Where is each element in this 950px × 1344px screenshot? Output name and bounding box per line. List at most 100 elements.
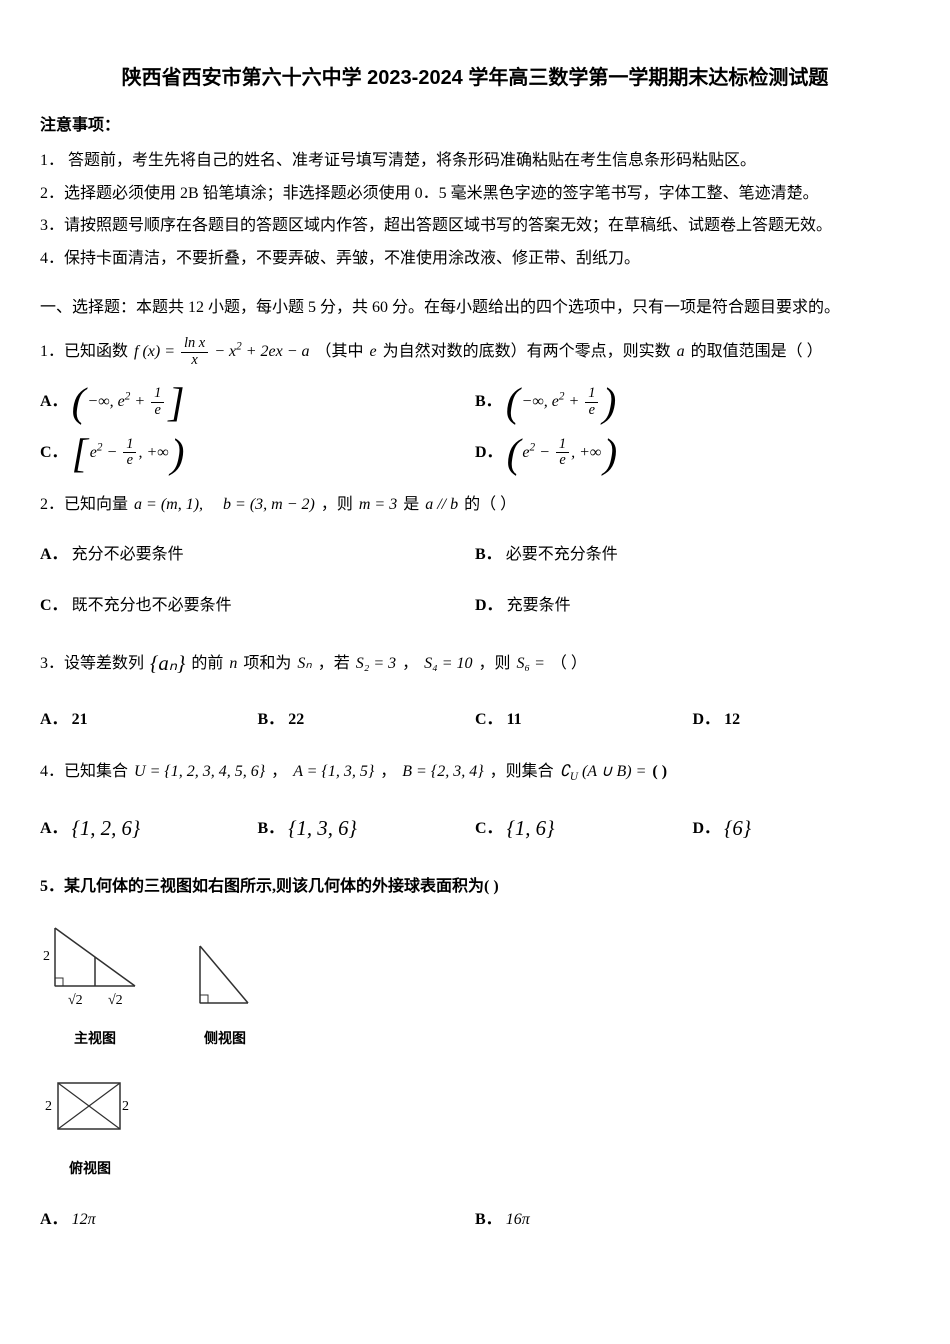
q3-s2: S₂ = 3 xyxy=(356,645,396,683)
q3-opt-b-text: 22 xyxy=(288,711,304,728)
q5-opt-a-label: A． xyxy=(40,1201,68,1239)
q1-opt-d-content: ( e2 − 1e, +∞ ) xyxy=(507,434,618,472)
q2-mid1: ，则 xyxy=(321,486,353,524)
q3-opt-c-text: 11 xyxy=(507,711,522,728)
q4-opt-b-val: {1, 3, 6} xyxy=(288,804,357,854)
q2-opt-b: B． 必要不充分条件 xyxy=(475,536,910,574)
notice-1: 1． 答题前，考生先将自己的姓名、准考证号填写清楚，将条形码准确粘贴在考生信息条… xyxy=(40,147,910,176)
q3-opt-b: B． 22 xyxy=(258,701,476,739)
q3-opt-d-text: 12 xyxy=(724,711,740,728)
q4-opt-d-val: {6} xyxy=(724,804,751,854)
q1-opt-a-label: A． xyxy=(40,383,68,421)
q3-an: {aₙ} xyxy=(150,639,185,689)
top-view-label: 俯视图 xyxy=(69,1152,111,1186)
svg-text:2: 2 xyxy=(122,1099,129,1114)
q4-prefix: 4．已知集合 xyxy=(40,753,128,791)
q1-opt-b: B． ( −∞, e2 + 1e ) xyxy=(475,383,910,421)
section-intro: 一、选择题：本题共 12 小题，每小题 5 分，共 60 分。在每小题给出的四个… xyxy=(40,294,910,323)
q1-opt-c-label: C． xyxy=(40,434,68,472)
q4-opt-c: C． {1, 6} xyxy=(475,804,693,854)
q5-opt-a: A． 12π xyxy=(40,1201,475,1239)
side-view-label: 侧视图 xyxy=(204,1022,246,1056)
q2-opt-b-text: 必要不充分条件 xyxy=(506,536,618,574)
q4-suffix: ( ) xyxy=(652,763,667,780)
svg-text:√2: √2 xyxy=(108,993,123,1008)
q1-suffix1: （其中 xyxy=(316,333,364,371)
q2-opt-a: A． 充分不必要条件 xyxy=(40,536,475,574)
q4-opt-b-label: B． xyxy=(258,810,285,848)
q5-opt-a-val: 12π xyxy=(72,1201,96,1239)
q4-expr: ∁U (A ∪ B) = xyxy=(560,753,647,791)
q5-front-view: 2 √2 √2 主视图 xyxy=(40,918,150,1056)
q4-a: A = {1, 3, 5} xyxy=(293,753,374,791)
q4-opt-d-label: D． xyxy=(693,810,721,848)
q5-top-view: 2 2 俯视图 xyxy=(40,1068,140,1186)
q4-opt-a-label: A． xyxy=(40,810,68,848)
q3-prefix: 3．设等差数列 xyxy=(40,645,144,683)
question-1: 1．已知函数 f (x) = ln xx − x2 + 2ex − a （其中e… xyxy=(40,333,910,472)
q3-sn: Sₙ xyxy=(297,645,311,683)
q1-e: e xyxy=(370,333,377,371)
notice-4: 4．保持卡面清洁，不要折叠，不要弄破、弄皱，不准使用涂改液、修正带、刮纸刀。 xyxy=(40,245,910,274)
q3-comma: ， xyxy=(402,645,418,683)
q1-opt-b-label: B． xyxy=(475,383,502,421)
q1-opt-a-content: ( −∞, e2 + 1e ] xyxy=(72,383,185,421)
q3-mid2: 项和为 xyxy=(243,645,291,683)
q2-opt-c-label: C． xyxy=(40,587,68,625)
q2-prefix: 2．已知向量 xyxy=(40,486,128,524)
q5-opt-b-val: 16π xyxy=(506,1201,530,1239)
front-view-label: 主视图 xyxy=(74,1022,116,1056)
svg-text:2: 2 xyxy=(45,1099,52,1114)
q1-opt-a: A． ( −∞, e2 + 1e ] xyxy=(40,383,475,421)
q3-mid4: ，则 xyxy=(479,645,511,683)
q1-fx: f (x) = ln xx − x2 + 2ex − a xyxy=(134,333,309,371)
q3-s4: S₄ = 10 xyxy=(424,645,472,683)
q3-n: n xyxy=(229,645,237,683)
notice-header: 注意事项： xyxy=(40,112,910,141)
q4-opt-c-label: C． xyxy=(475,810,503,848)
q3-opt-c-label: C． xyxy=(475,701,503,739)
q2-ab: a // b xyxy=(425,486,458,524)
q2-b: b = (3, m − 2) xyxy=(223,486,315,524)
q1-opt-d-label: D． xyxy=(475,434,503,472)
q1-opt-d: D． ( e2 − 1e, +∞ ) xyxy=(475,434,910,472)
q1-suffix3: 的取值范围是（ ） xyxy=(691,333,823,371)
q4-opt-b: B． {1, 3, 6} xyxy=(258,804,476,854)
question-5: 5．某几何体的三视图如右图所示,则该几何体的外接球表面积为( ) 2 √2 √2… xyxy=(40,868,910,1240)
notice-3: 3．请按照题号顺序在各题目的答题区域内作答，超出答题区域书写的答案无效；在草稿纸… xyxy=(40,212,910,241)
q4-opt-d: D． {6} xyxy=(693,804,911,854)
q2-opt-a-text: 充分不必要条件 xyxy=(72,536,184,574)
q3-opt-a: A． 21 xyxy=(40,701,258,739)
q2-mid2: 是 xyxy=(403,486,419,524)
q2-opt-d: D． 充要条件 xyxy=(475,587,910,625)
front-view-svg: 2 √2 √2 xyxy=(40,918,150,1018)
q1-suffix2: 为自然对数的底数）有两个零点，则实数 xyxy=(383,333,671,371)
q4-opt-c-val: {1, 6} xyxy=(507,804,555,854)
q2-opt-c-text: 既不充分也不必要条件 xyxy=(72,587,232,625)
page-title: 陕西省西安市第六十六中学 2023-2024 学年高三数学第一学期期末达标检测试… xyxy=(40,60,910,96)
q4-b: B = {2, 3, 4} xyxy=(402,753,483,791)
svg-text:√2: √2 xyxy=(68,993,83,1008)
q3-opt-c: C． 11 xyxy=(475,701,693,739)
notice-2: 2．选择题必须使用 2B 铅笔填涂；非选择题必须使用 0．5 毫米黑色字迹的签字… xyxy=(40,180,910,209)
q4-opt-a: A． {1, 2, 6} xyxy=(40,804,258,854)
top-view-svg: 2 2 xyxy=(40,1068,140,1148)
q4-opt-a-val: {1, 2, 6} xyxy=(72,804,141,854)
q2-opt-d-text: 充要条件 xyxy=(507,587,571,625)
q3-opt-d: D． 12 xyxy=(693,701,911,739)
side-view-svg xyxy=(190,938,260,1018)
question-4: 4．已知集合 U = {1, 2, 3, 4, 5, 6} ， A = {1, … xyxy=(40,753,910,853)
q5-opt-b-label: B． xyxy=(475,1201,502,1239)
q1-prefix: 1．已知函数 xyxy=(40,333,128,371)
q4-mid: ，则集合 xyxy=(490,753,554,791)
q2-a: a = (m, 1), xyxy=(134,486,203,524)
q2-suffix: 的（ ） xyxy=(464,486,516,524)
q3-opt-b-label: B． xyxy=(258,701,285,739)
q3-mid3: ，若 xyxy=(318,645,350,683)
q2-opt-c: C． 既不充分也不必要条件 xyxy=(40,587,475,625)
q1-opt-c: C． [ e2 − 1e, +∞ ) xyxy=(40,434,475,472)
q1-opt-c-content: [ e2 − 1e, +∞ ) xyxy=(72,434,185,472)
q3-opt-a-label: A． xyxy=(40,701,68,739)
q4-u: U = {1, 2, 3, 4, 5, 6} xyxy=(134,753,265,791)
q2-m: m = 3 xyxy=(359,486,397,524)
